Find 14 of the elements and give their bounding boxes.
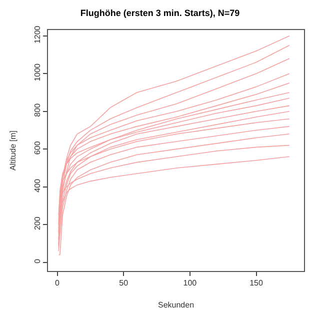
x-tick-label: 50 bbox=[119, 278, 129, 288]
y-tick-label: 800 bbox=[32, 102, 42, 117]
y-tick-label: 0 bbox=[32, 258, 42, 264]
y-tick-label: 400 bbox=[32, 178, 42, 192]
chart-title: Flughöhe (ersten 3 min. Starts), N=79 bbox=[80, 8, 240, 18]
y-axis-title: Altitude [m] bbox=[8, 130, 18, 171]
x-tick-label: 100 bbox=[183, 278, 198, 288]
y-tick-label: 1000 bbox=[32, 62, 42, 82]
x-tick-label: 150 bbox=[250, 278, 264, 288]
y-tick-label: 200 bbox=[32, 216, 42, 230]
y-tick-label: 600 bbox=[32, 140, 42, 155]
y-tick-label: 1200 bbox=[32, 25, 42, 44]
x-tick-label: 0 bbox=[55, 278, 60, 288]
x-axis-title: Sekunden bbox=[158, 300, 194, 310]
